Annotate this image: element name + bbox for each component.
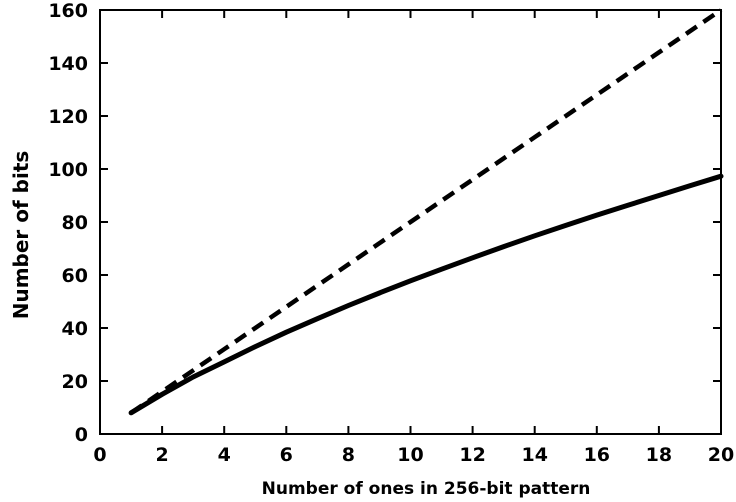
- y-tick-label-7: 140: [48, 53, 88, 75]
- y-tick-label-3: 60: [62, 265, 88, 287]
- x-tick-label-5: 10: [397, 444, 423, 466]
- series-layer: [128, 8, 724, 416]
- x-tick-label-2: 4: [218, 444, 231, 466]
- y-tick-label-1: 20: [62, 371, 88, 393]
- x-tick-label-6: 12: [459, 444, 485, 466]
- y-tick-label-4: 80: [62, 212, 88, 234]
- x-tick-label-3: 6: [280, 444, 293, 466]
- y-tick-label-6: 120: [48, 106, 88, 128]
- x-tick-label-9: 18: [646, 444, 672, 466]
- y-axis-label: Number of bits: [9, 151, 33, 320]
- x-tick-label-0: 0: [93, 444, 106, 466]
- x-tick-label-7: 14: [521, 444, 547, 466]
- y-tick-label-0: 0: [75, 424, 88, 446]
- y-tick-label-5: 100: [48, 159, 88, 181]
- series-line-solid: [128, 173, 724, 416]
- y-tick-label-8: 160: [48, 0, 88, 22]
- x-tick-label-8: 16: [584, 444, 610, 466]
- x-tick-label-1: 2: [155, 444, 168, 466]
- y-tick-label-2: 40: [62, 318, 88, 340]
- series-line-dashed: [129, 8, 723, 415]
- x-axis-label: Number of ones in 256-bit pattern: [262, 479, 591, 499]
- ticks-layer: 0 2 4 6 8 10 12 14 16 18 20 0 20 40 60 80 100 120 140 160: [48, 0, 734, 466]
- x-tick-label-10: 20: [708, 444, 734, 466]
- x-tick-label-4: 8: [342, 444, 355, 466]
